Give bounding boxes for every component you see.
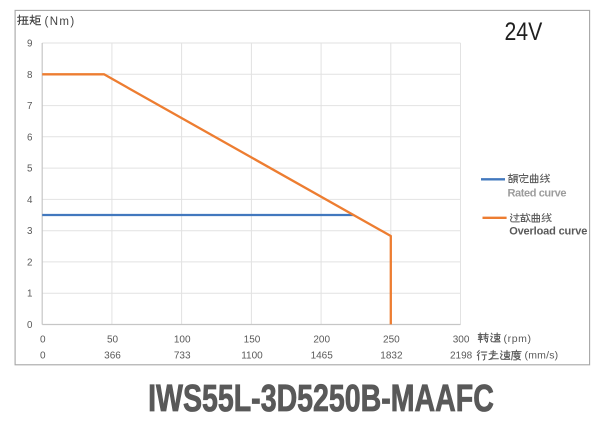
svg-text:1100: 1100 [241,351,263,362]
svg-text:200: 200 [313,334,330,345]
svg-text:4: 4 [27,195,33,206]
svg-text:100: 100 [174,334,191,345]
svg-text:IWS55L-3D5250B-MAAFC: IWS55L-3D5250B-MAAFC [148,378,494,420]
svg-text:733: 733 [174,351,191,362]
svg-text:0: 0 [40,334,46,345]
svg-text:0: 0 [27,320,33,331]
svg-text:7: 7 [27,101,32,112]
svg-text:Rated curve: Rated curve [508,187,567,199]
svg-text:Overload curve: Overload curve [509,226,587,238]
svg-text:(rpm): (rpm) [504,333,532,345]
svg-text:2: 2 [27,257,32,268]
svg-text:9: 9 [27,39,32,50]
svg-text:0: 0 [40,351,46,362]
svg-text:50: 50 [107,334,119,345]
svg-text:150: 150 [244,334,261,345]
svg-text:250: 250 [383,334,400,345]
svg-text:3: 3 [27,226,33,237]
svg-text:1832: 1832 [380,351,403,362]
svg-text:6: 6 [27,132,33,143]
svg-text:24V: 24V [505,17,543,45]
svg-text:8: 8 [27,70,33,81]
svg-text:366: 366 [104,351,121,362]
svg-text:300: 300 [453,334,470,345]
svg-text:(Nm): (Nm) [45,16,76,28]
svg-text:1: 1 [27,289,32,300]
svg-text:2198: 2198 [450,351,473,362]
svg-text:1465: 1465 [311,351,334,362]
svg-text:5: 5 [27,164,33,175]
svg-text:(mm/s): (mm/s) [525,350,559,362]
